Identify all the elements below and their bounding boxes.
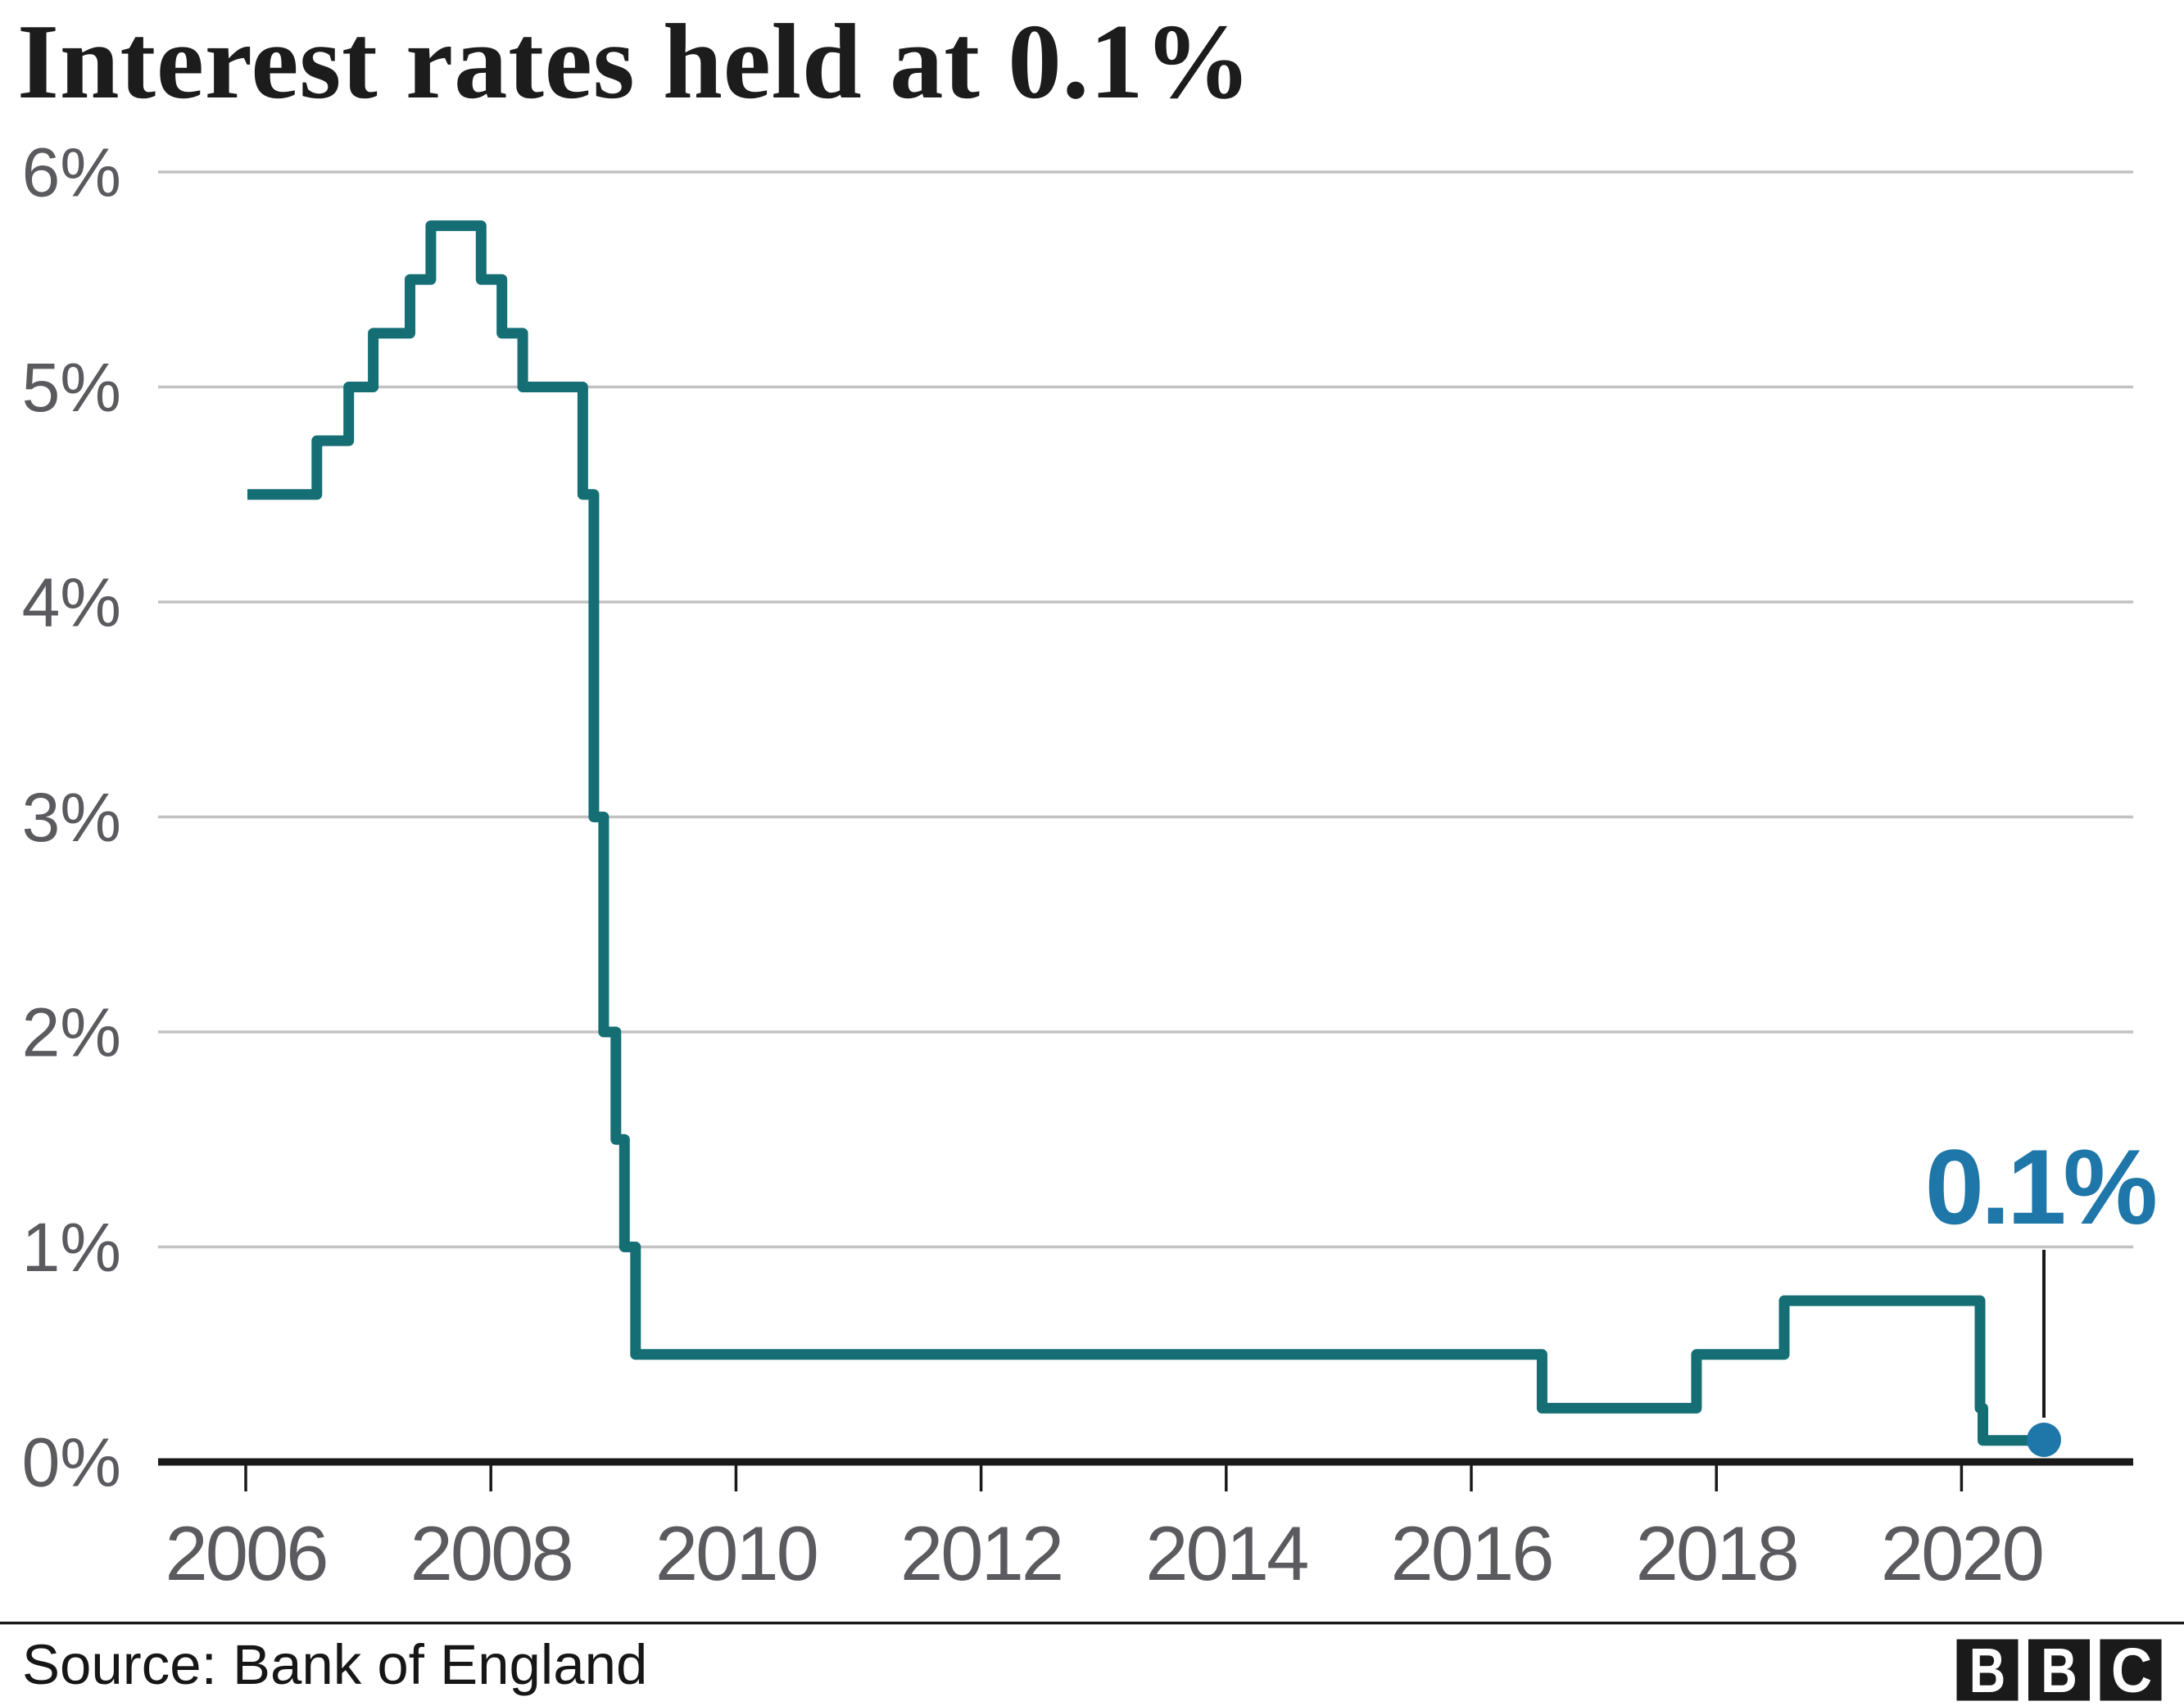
svg-text:2020: 2020: [1881, 1510, 2042, 1596]
svg-text:C: C: [2111, 1636, 2152, 1706]
svg-text:4%: 4%: [22, 564, 121, 641]
svg-text:2008: 2008: [410, 1510, 572, 1596]
svg-text:2016: 2016: [1390, 1510, 1552, 1596]
svg-text:3%: 3%: [22, 779, 121, 856]
svg-text:1%: 1%: [22, 1209, 121, 1286]
svg-text:2014: 2014: [1145, 1510, 1307, 1596]
svg-text:2018: 2018: [1636, 1510, 1797, 1596]
svg-text:5%: 5%: [22, 349, 121, 426]
svg-text:6%: 6%: [22, 134, 121, 211]
svg-text:2006: 2006: [165, 1510, 326, 1596]
svg-text:2%: 2%: [22, 994, 121, 1071]
svg-text:2010: 2010: [655, 1510, 817, 1596]
svg-text:0%: 0%: [22, 1424, 121, 1501]
svg-text:B: B: [2041, 1635, 2077, 1705]
svg-text:B: B: [1969, 1635, 2005, 1705]
svg-text:2012: 2012: [900, 1510, 1062, 1596]
svg-text:Interest rates held at 0.1%: Interest rates held at 0.1%: [17, 2, 1252, 121]
svg-text:Source: Bank of England: Source: Bank of England: [22, 1633, 647, 1696]
svg-text:0.1%: 0.1%: [1925, 1127, 2156, 1247]
